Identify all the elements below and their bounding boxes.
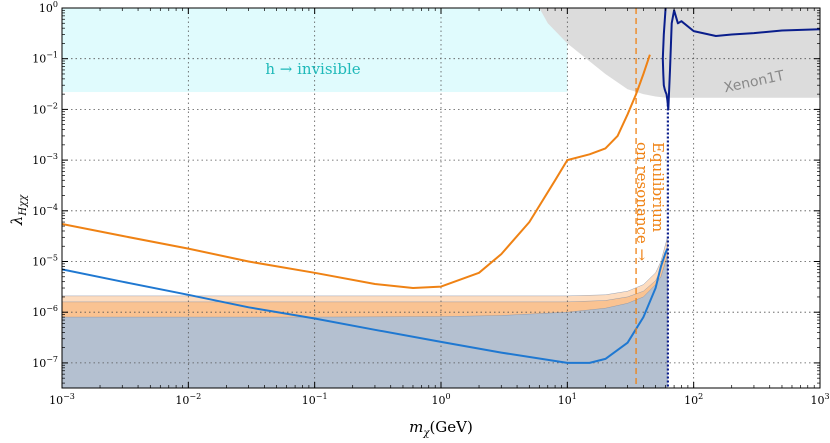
y-tick-label: 10−6 [32,304,58,319]
x-tick-label: 102 [684,392,703,407]
equilibrium-label-line1: Equilibrium [649,142,667,232]
xenon-region [539,8,820,98]
orange-band-inner [62,246,668,321]
orange-series-line [62,54,651,289]
x-tick-label: 103 [810,392,829,407]
x-tick-label: 10−1 [302,392,328,407]
y-tick-label: 10−2 [32,101,58,116]
y-tick-label: 10−7 [32,355,58,370]
y-tick-label: 10−4 [32,203,58,218]
x-tick-label: 101 [558,392,577,407]
h-invisible-label: h → invisible [265,60,360,78]
x-axis-title: mχ(GeV) [409,418,473,439]
slate-band [62,255,668,388]
x-tick-label: 10−2 [175,392,201,407]
x-tick-label: 10−3 [49,392,75,407]
y-tick-label: 10−1 [32,51,58,66]
navy-series-line [661,8,820,111]
x-tick-label: 100 [431,392,450,407]
blue-series-line [62,248,669,364]
y-axis-title: λHχχ [8,194,29,226]
y-tick-label: 10−3 [32,152,58,167]
h-invisible-region [62,8,568,93]
y-tick-label: 10−5 [32,254,58,269]
y-tick-label: 100 [39,0,58,15]
equilibrium-label-line2: on resonance → [633,142,651,262]
